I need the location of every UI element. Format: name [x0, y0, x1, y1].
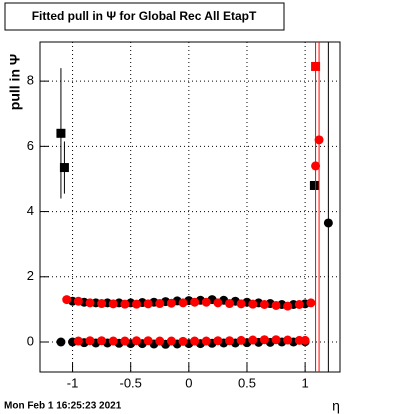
marker — [311, 161, 321, 171]
marker — [132, 299, 142, 309]
x-axis-label: η — [332, 398, 340, 414]
marker — [178, 336, 188, 346]
marker — [213, 298, 223, 308]
marker — [248, 299, 258, 309]
marker — [155, 336, 165, 346]
marker — [97, 336, 107, 346]
marker — [236, 335, 246, 345]
marker — [259, 335, 269, 345]
marker — [190, 297, 200, 307]
footer: Mon Feb 1 16:25:23 2021 — [4, 401, 122, 412]
y-tick-label: 6 — [27, 138, 34, 153]
marker — [120, 336, 130, 346]
marker — [178, 298, 188, 308]
chart-title: Fitted pull in Ψ for Global Rec All Etap… — [32, 9, 257, 23]
marker — [283, 335, 293, 345]
x-tick-label: 1 — [301, 375, 308, 390]
marker — [306, 298, 316, 308]
y-tick-label: 0 — [27, 333, 34, 348]
marker — [56, 128, 66, 138]
marker — [283, 301, 293, 311]
marker — [56, 337, 66, 347]
marker — [108, 299, 118, 309]
marker — [108, 336, 118, 346]
marker — [59, 163, 69, 173]
marker — [271, 300, 281, 310]
marker — [190, 336, 200, 346]
marker — [309, 180, 319, 190]
marker — [73, 336, 83, 346]
y-tick-label: 4 — [27, 203, 34, 218]
marker — [201, 297, 211, 307]
marker — [271, 335, 281, 345]
marker — [143, 336, 153, 346]
y-tick-label: 8 — [27, 73, 34, 88]
x-tick-label: 0.5 — [238, 375, 256, 390]
marker — [300, 335, 310, 345]
marker — [314, 135, 324, 145]
x-tick-label: -0.5 — [119, 375, 141, 390]
plot-frame — [39, 41, 341, 373]
title-box — [4, 2, 285, 31]
x-tick-label: -1 — [67, 375, 79, 390]
y-axis-label: pull in Ψ — [7, 54, 23, 110]
marker — [201, 336, 211, 346]
marker — [225, 299, 235, 309]
marker — [213, 336, 223, 346]
y-tick-label: 2 — [27, 268, 34, 283]
marker — [323, 218, 333, 228]
marker — [166, 298, 176, 308]
marker — [311, 61, 321, 71]
marker — [97, 299, 107, 309]
marker — [236, 299, 246, 309]
marker — [85, 336, 95, 346]
marker — [248, 335, 258, 345]
marker — [225, 336, 235, 346]
marker — [259, 300, 269, 309]
marker — [85, 298, 95, 308]
marker — [132, 336, 142, 346]
marker — [143, 299, 153, 309]
marker — [73, 296, 83, 306]
marker — [155, 299, 165, 309]
marker — [120, 299, 130, 309]
marker — [294, 300, 304, 309]
marker — [62, 295, 72, 305]
x-tick-label: 0 — [185, 375, 192, 390]
marker — [166, 336, 176, 346]
